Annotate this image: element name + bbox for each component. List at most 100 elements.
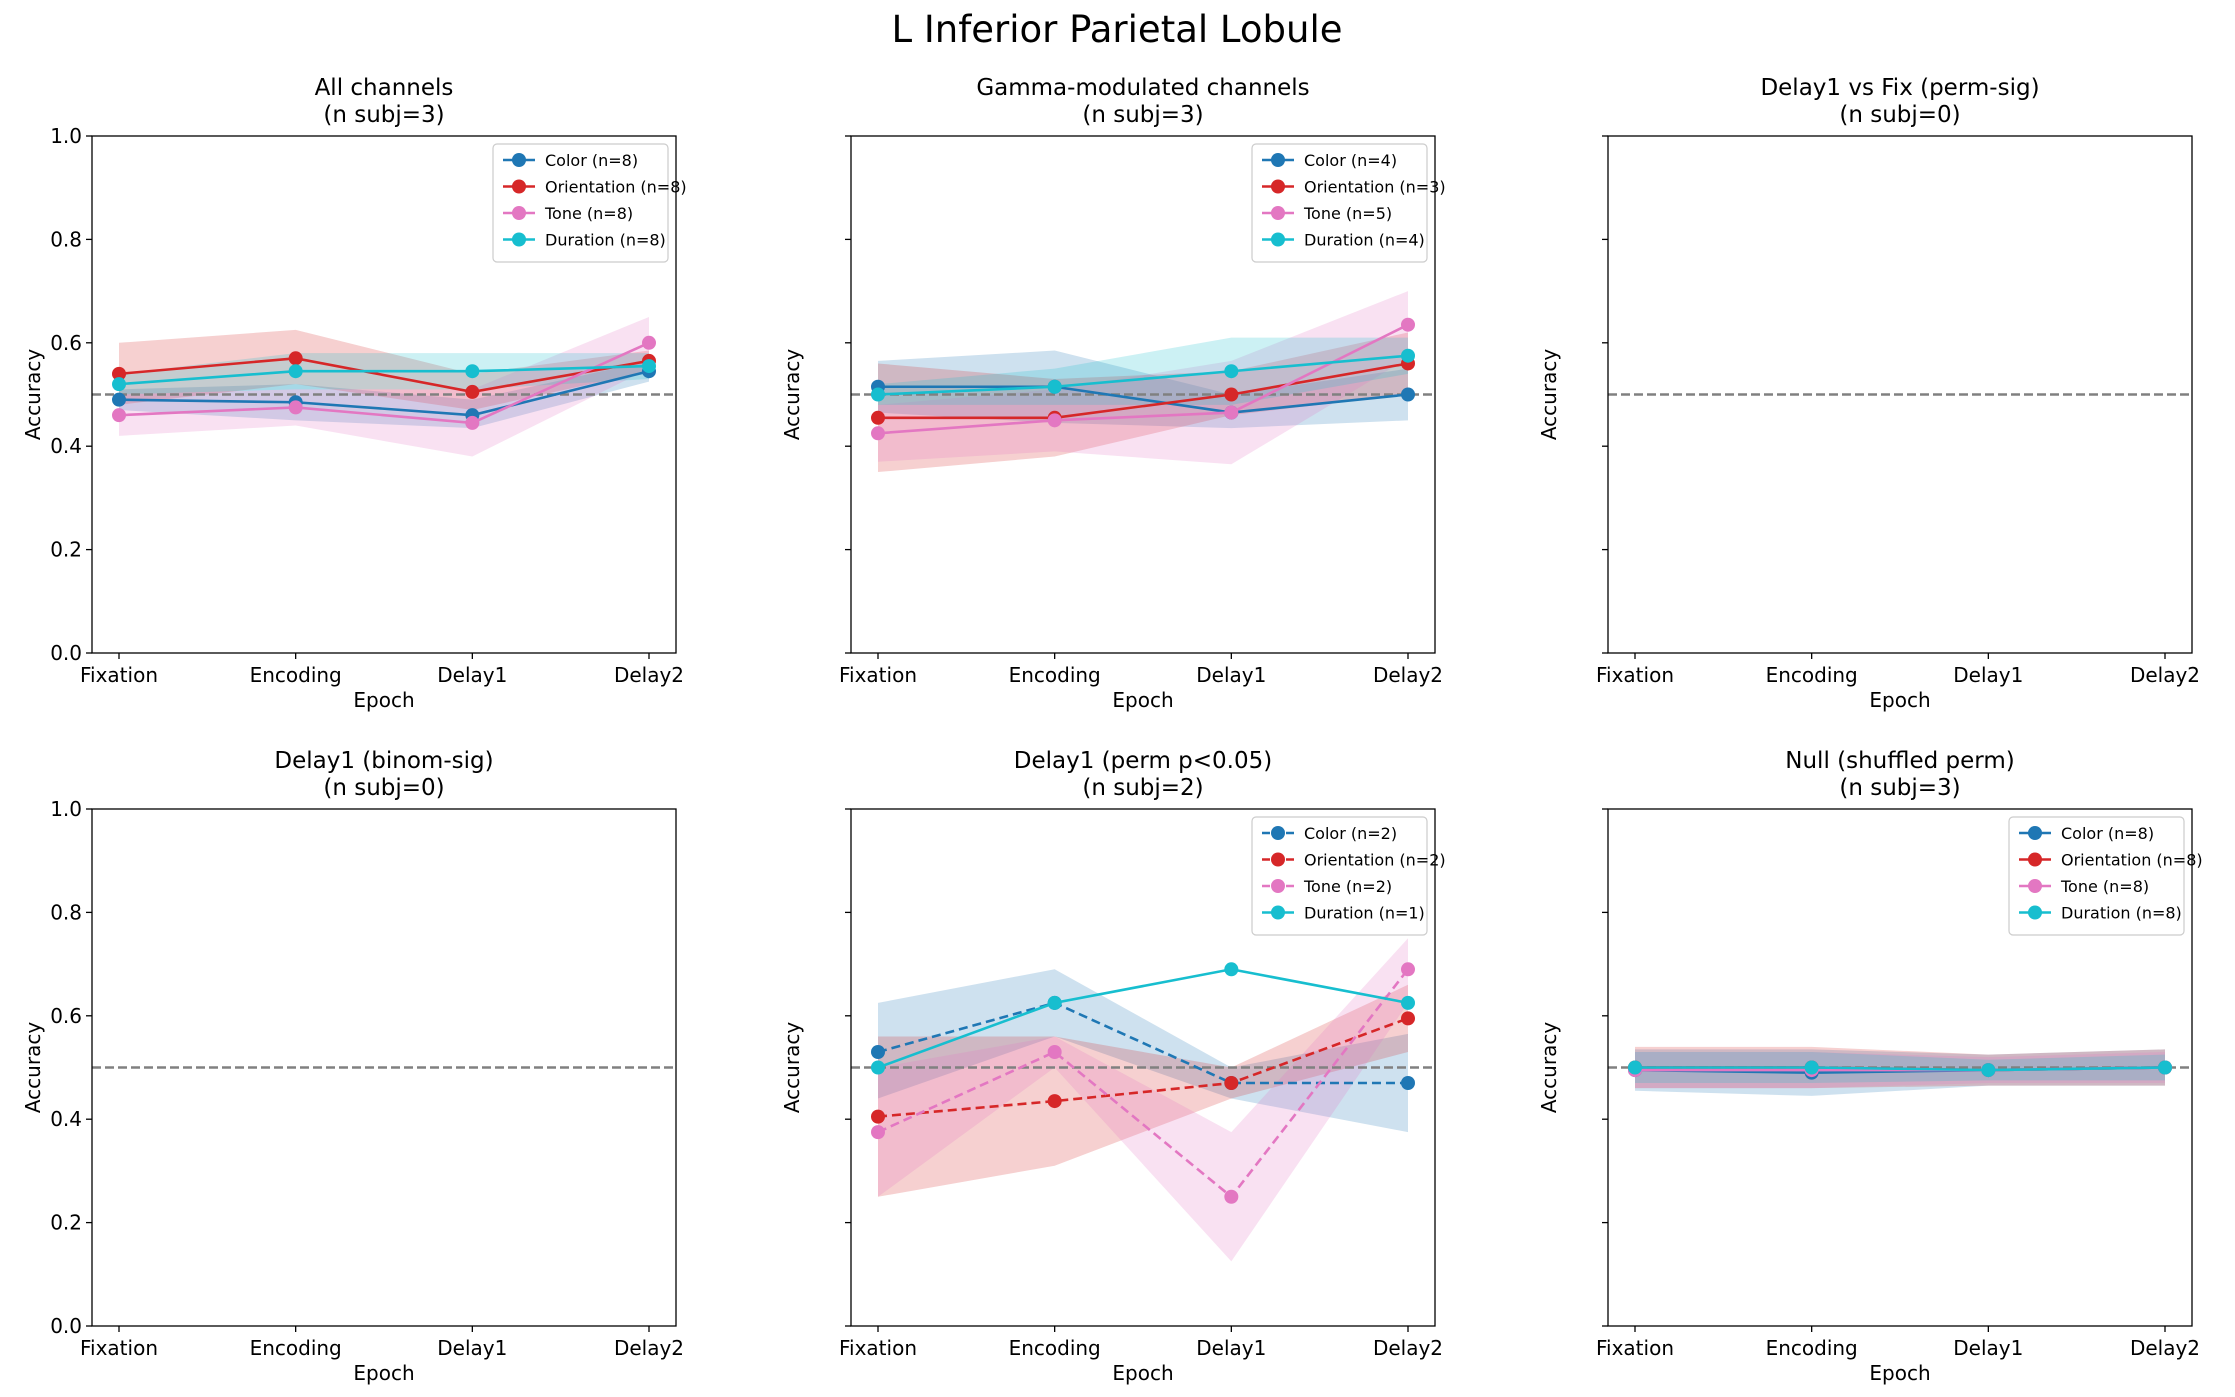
- chart-title: All channels: [315, 75, 454, 101]
- x-axis-label: Epoch: [1112, 688, 1173, 712]
- data-point: [1047, 379, 1062, 394]
- legend-label: Tone (n=5): [1303, 204, 1392, 223]
- legend-label: Tone (n=2): [1303, 877, 1392, 896]
- series-line: [1635, 1066, 2166, 1072]
- y-axis-label: Accuracy: [21, 349, 45, 440]
- chart-subtitle: (n subj=3): [1082, 102, 1203, 128]
- data-point: [871, 426, 885, 441]
- chart-title: Gamma-modulated channels: [976, 75, 1309, 101]
- data-point: [465, 415, 480, 430]
- legend-box: [492, 143, 669, 263]
- data-point: [1224, 1189, 1239, 1204]
- x-tick-label: Encoding: [250, 1336, 342, 1360]
- x-tick-label: Delay1: [1196, 663, 1266, 687]
- data-point: [465, 364, 480, 379]
- data-point: [288, 400, 303, 415]
- x-tick-label: Delay2: [1373, 663, 1443, 687]
- data-point: [1401, 1011, 1415, 1026]
- x-tick-label: Fixation: [1596, 663, 1674, 687]
- chart-panel-5: Delay1 (perm p<0.05)(n subj=2) Fixation En…: [780, 748, 1446, 1385]
- data-point: [1401, 995, 1415, 1010]
- legend-swatch-marker: [512, 153, 526, 167]
- legend-label: Tone (n=8): [544, 204, 633, 223]
- x-tick-label: Delay2: [2130, 1336, 2200, 1360]
- axes-frame: [850, 808, 1436, 1327]
- y-tick-label: 1.0: [50, 124, 82, 148]
- data-point: [1401, 1076, 1415, 1091]
- chart-panel-4: Delay1 (binom-sig)(n subj=0) 0.0 0.2 0.4 0.6…: [21, 748, 684, 1385]
- chart-panel-2: Gamma-modulated channels(n subj=3) Fixati…: [780, 75, 1446, 712]
- legend-label: Orientation (n=8): [2061, 851, 2203, 870]
- data-point: [465, 384, 480, 399]
- y-tick-label: 0.6: [50, 1004, 82, 1028]
- series-line: [877, 967, 1409, 1069]
- legend-swatch-marker: [2028, 905, 2042, 920]
- y-tick-label: 0.2: [50, 538, 82, 562]
- chart-panel-6: Null (shuffled perm)(n subj=3) Fixation En…: [1537, 748, 2203, 1385]
- axes-frame: [91, 135, 677, 654]
- data-point: [1628, 1060, 1642, 1075]
- legend-swatch-marker: [2028, 879, 2042, 893]
- y-axis-label: Accuracy: [21, 1022, 45, 1113]
- data-point: [871, 1044, 885, 1059]
- y-tick-label: 0.0: [50, 1314, 82, 1338]
- x-tick-label: Encoding: [1009, 1336, 1101, 1360]
- legend-swatch-marker: [1271, 826, 1285, 840]
- data-point: [1224, 387, 1239, 402]
- legend: Color (n=2) Orientation (n=2) Tone (n=2) Du…: [1251, 816, 1446, 936]
- x-axis-label: Epoch: [1869, 1361, 1930, 1385]
- data-point: [871, 1109, 885, 1124]
- data-point: [2158, 1060, 2172, 1075]
- x-tick-label: Delay2: [614, 663, 684, 687]
- x-tick-label: Fixation: [839, 663, 917, 687]
- data-point: [112, 392, 126, 407]
- data-point: [871, 387, 885, 402]
- axes-frame: [91, 808, 677, 1327]
- series-line: [877, 968, 1410, 1199]
- legend-swatch-marker: [512, 179, 526, 194]
- chart-subtitle: (n subj=0): [1839, 102, 1960, 128]
- series-line: [118, 341, 650, 425]
- legend-label: Duration (n=1): [1304, 904, 1425, 923]
- legend: Color (n=8) Orientation (n=8) Tone (n=8) Du…: [2008, 816, 2203, 936]
- data-point: [871, 1060, 885, 1075]
- data-point: [1401, 348, 1415, 363]
- legend-label: Duration (n=8): [545, 231, 666, 250]
- chart-subtitle: (n subj=3): [1839, 775, 1960, 801]
- data-point: [1047, 1094, 1062, 1109]
- y-tick-label: 0.8: [50, 227, 82, 251]
- legend-swatch-marker: [1271, 232, 1285, 247]
- x-tick-label: Delay2: [614, 1336, 684, 1360]
- x-tick-label: Encoding: [250, 663, 342, 687]
- x-axis-label: Epoch: [1112, 1361, 1173, 1385]
- series-line: [877, 323, 1409, 435]
- data-point: [1047, 413, 1062, 428]
- y-tick-label: 0.4: [50, 1107, 82, 1131]
- legend-swatch-marker: [2028, 826, 2042, 840]
- data-point: [1804, 1060, 1819, 1075]
- legend-label: Duration (n=4): [1304, 231, 1425, 250]
- legend-label: Color (n=8): [545, 151, 638, 170]
- x-tick-label: Encoding: [1766, 1336, 1858, 1360]
- confidence-band: [119, 316, 649, 457]
- legend-swatch-marker: [512, 232, 526, 247]
- data-point: [1224, 364, 1239, 379]
- x-tick-label: Delay1: [437, 1336, 507, 1360]
- y-tick-label: 0.8: [50, 900, 82, 924]
- y-axis-label: Accuracy: [780, 349, 804, 440]
- chart-title: Delay1 (binom-sig): [274, 748, 493, 774]
- series-line: [877, 354, 1409, 396]
- x-tick-label: Encoding: [1766, 663, 1858, 687]
- legend-swatch-marker: [1271, 179, 1285, 194]
- legend-label: Tone (n=8): [2060, 877, 2149, 896]
- data-point: [1047, 995, 1062, 1010]
- legend-box: [1251, 816, 1428, 936]
- x-tick-label: Fixation: [80, 1336, 158, 1360]
- x-axis-label: Epoch: [353, 1361, 414, 1385]
- data-point: [1224, 405, 1239, 420]
- chart-title: Delay1 (perm p<0.05): [1014, 748, 1272, 774]
- legend-label: Color (n=2): [1304, 824, 1397, 843]
- confidence-band: [878, 969, 1408, 1133]
- data-point: [1401, 387, 1415, 402]
- x-axis-label: Epoch: [1869, 688, 1930, 712]
